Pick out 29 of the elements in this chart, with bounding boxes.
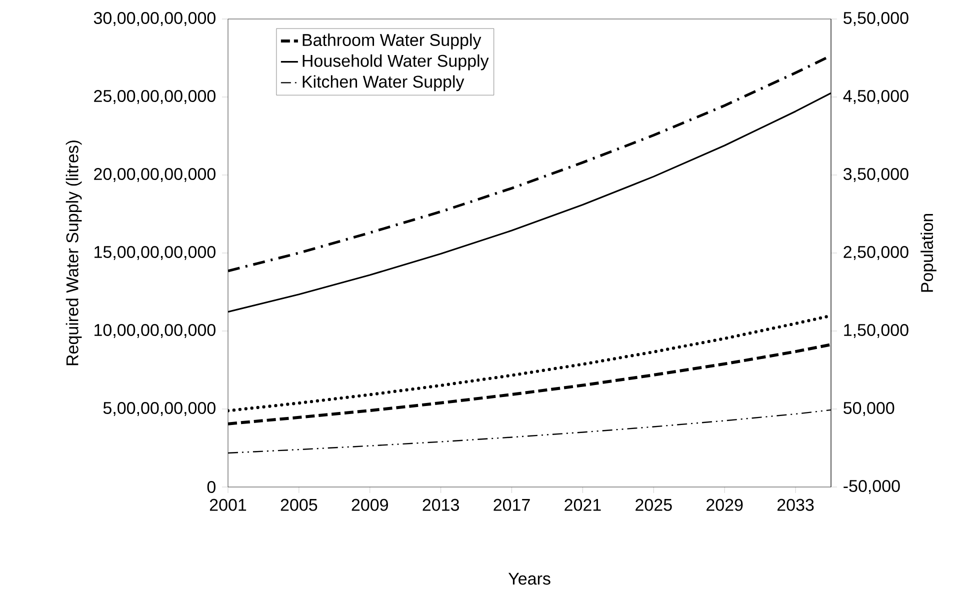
- y2-tick-label: 50,000: [844, 402, 894, 416]
- y2-tick-label: 5,50,000: [844, 12, 908, 26]
- x-tick-label: 2001: [210, 498, 246, 511]
- y2-tick-label: 2,50,000: [844, 246, 908, 260]
- y-tick-label: 15,00,00,00,000: [94, 246, 216, 260]
- x-tick-label: 2005: [280, 498, 318, 511]
- x-tick-label: 2013: [422, 498, 459, 511]
- x-tick-label: 2033: [777, 498, 814, 511]
- legend-label: Kitchen Water Supply: [302, 75, 464, 92]
- legend-label: Bathroom Water Supply: [302, 34, 482, 50]
- x-tick-label: 2017: [494, 498, 530, 511]
- x-tick-label: 2009: [352, 498, 388, 511]
- x-axis-title: Years: [508, 572, 550, 585]
- y2-tick-label: 4,50,000: [843, 90, 908, 104]
- y-axis-title: Required Water Supply (litres): [66, 140, 82, 366]
- x-tick-label: 2021: [564, 498, 601, 511]
- y-tick-label: 20,00,00,00,000: [94, 168, 216, 182]
- legend-label: Household Water Supply: [302, 54, 489, 70]
- x-tick-label: 2025: [636, 498, 672, 511]
- y2-axis-title: Population: [920, 214, 936, 292]
- x-tick-label: 2029: [706, 498, 743, 511]
- y2-tick-label: 1,50,000: [844, 324, 908, 338]
- y-tick-label: 5,00,00,00,000: [103, 402, 216, 416]
- y-tick-label: 30,00,00,00,000: [94, 12, 216, 26]
- y2-tick-label: -50,000: [844, 480, 900, 494]
- y-tick-label: 10,00,00,00,000: [94, 324, 216, 338]
- y-tick-label: 25,00,00,00,000: [94, 90, 216, 104]
- y-tick-label: 0: [207, 480, 216, 494]
- y2-tick-label: 3,50,000: [844, 168, 908, 182]
